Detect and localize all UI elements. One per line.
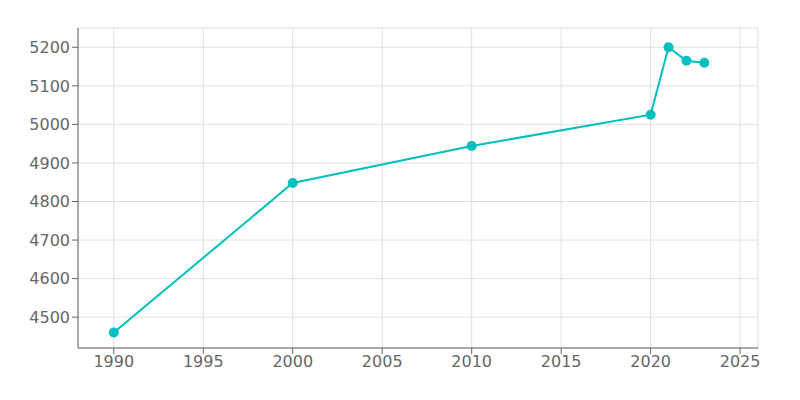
svg-text:2010: 2010 [451,352,492,371]
svg-text:2005: 2005 [362,352,403,371]
svg-text:2020: 2020 [630,352,671,371]
svg-text:2015: 2015 [541,352,582,371]
svg-text:4600: 4600 [29,269,70,288]
svg-text:4700: 4700 [29,231,70,250]
svg-text:1990: 1990 [93,352,134,371]
svg-text:2000: 2000 [272,352,313,371]
svg-text:2025: 2025 [720,352,761,371]
svg-text:5100: 5100 [29,77,70,96]
svg-text:4500: 4500 [29,308,70,327]
svg-text:5200: 5200 [29,38,70,57]
svg-text:4800: 4800 [29,192,70,211]
svg-text:5000: 5000 [29,115,70,134]
svg-text:4900: 4900 [29,154,70,173]
svg-text:1995: 1995 [183,352,224,371]
